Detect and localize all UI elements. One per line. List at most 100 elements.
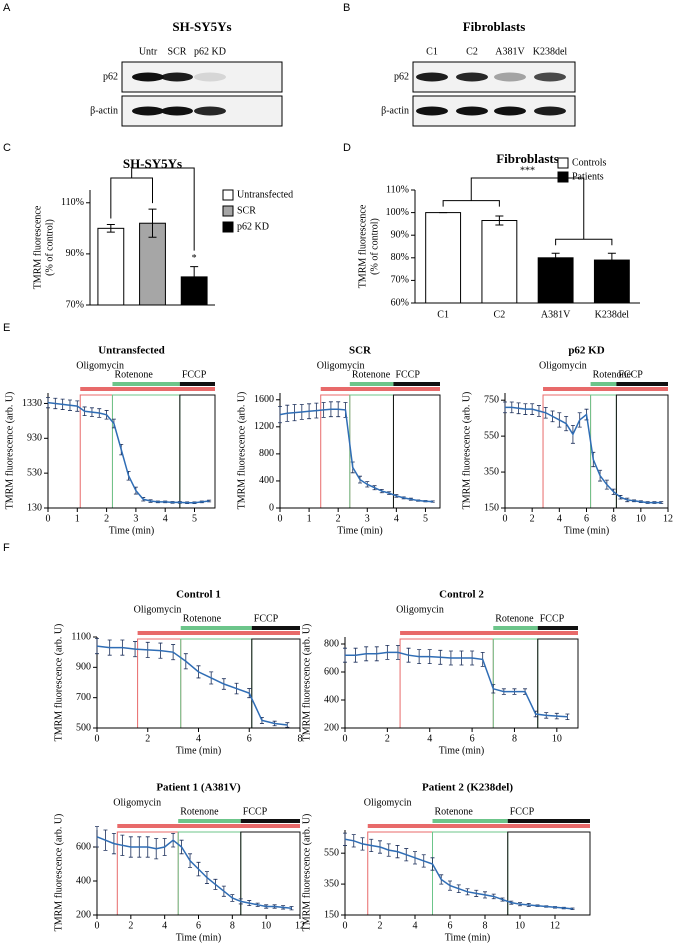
phase-bar: [507, 819, 590, 823]
chart-title: Patient 1 (A381V): [156, 782, 241, 794]
band: [416, 106, 448, 116]
x-tick-label: 4: [557, 513, 562, 524]
x-axis-label: Time (min): [109, 525, 154, 536]
row-label: β-actin: [90, 105, 118, 116]
phase-bar: [432, 819, 508, 823]
legend-swatch: [222, 205, 234, 217]
x-tick-label: 2: [378, 920, 383, 931]
x-axis-label: Time (min): [176, 932, 221, 943]
y-tick-label: 550: [484, 430, 499, 441]
phase-bar: [543, 387, 668, 391]
panel-label: C: [3, 142, 11, 154]
y-tick-label: 600: [324, 666, 339, 677]
y-axis-label: TMRM fluorescence: [32, 205, 43, 289]
blot-title: SH-SY5Ys: [172, 19, 231, 34]
x-tick-label: 8: [230, 920, 235, 931]
lane-label: A381V: [495, 46, 525, 57]
series-line: [96, 836, 292, 909]
y-tick-label: 150: [484, 502, 499, 513]
y-tick-label: 60%: [391, 297, 409, 308]
band: [161, 72, 193, 82]
x-tick-label: 2: [530, 513, 535, 524]
band: [456, 72, 488, 82]
legend-label: SCR: [237, 205, 256, 216]
x-tick-label: 8: [483, 920, 488, 931]
panel-label: E: [3, 322, 10, 334]
x-tick-label: 2: [385, 733, 390, 744]
legend-swatch: [222, 189, 234, 201]
phase-label: FCCP: [182, 369, 207, 380]
phase-bar: [251, 626, 300, 630]
x-tick-label: 4: [413, 920, 418, 931]
panel-label: D: [343, 142, 351, 154]
phase-label: Rotenone: [114, 369, 153, 380]
phase-bar: [400, 631, 578, 635]
y-tick-label: 530: [27, 467, 42, 478]
chart-title: Control 2: [439, 589, 484, 601]
phase-box: [180, 638, 253, 729]
error-bar: [190, 266, 199, 288]
phase-label: Rotenone: [180, 806, 219, 817]
series-line: [279, 408, 433, 503]
legend-label: p62 KD: [237, 221, 269, 232]
phase-bar: [180, 626, 252, 630]
blot-title: Fibroblasts: [463, 19, 526, 34]
band: [194, 72, 226, 82]
legend-swatch: [557, 171, 569, 183]
y-axis-label: TMRM fluorescence (arb. U): [301, 814, 312, 932]
band: [194, 106, 226, 116]
y-tick-label: 1330: [22, 398, 42, 409]
band: [161, 106, 193, 116]
phase-bar: [590, 382, 617, 386]
y-tick-label: 350: [484, 466, 499, 477]
phase-bar: [367, 824, 590, 828]
band: [132, 72, 164, 82]
x-axis-label: Time (min): [445, 932, 490, 943]
y-tick-label: 750: [484, 394, 499, 405]
x-tick-label: 2: [104, 513, 109, 524]
band: [494, 72, 526, 82]
bar: [425, 212, 462, 304]
phase-bar: [112, 382, 180, 386]
band: [456, 106, 488, 116]
bar: [537, 257, 574, 304]
band: [494, 106, 526, 116]
series-line: [344, 838, 573, 910]
x-tick-label: 4: [394, 513, 399, 524]
phase-label: Rotenone: [495, 613, 534, 624]
x-tick-label: 0: [343, 920, 348, 931]
significance: *: [192, 253, 197, 264]
phase-label: Oligomycin: [113, 797, 161, 808]
lane-label: C1: [426, 46, 438, 57]
y-tick-label: 200: [76, 909, 91, 920]
x-tick-label: 10: [515, 920, 525, 931]
x-tick-label: 5: [423, 513, 428, 524]
bracket: [442, 200, 500, 207]
x-tick-label: 4: [163, 513, 168, 524]
x-tick-label: 12: [295, 920, 305, 931]
phase-label: FCCP: [395, 369, 420, 380]
legend-swatch: [557, 157, 569, 169]
row-label: p62: [103, 71, 118, 82]
x-tick-label: 6: [584, 513, 589, 524]
lane-label: Untr: [139, 46, 158, 57]
y-axis-label: TMRM fluorescence (arb. U): [4, 392, 15, 510]
phase-label: Oligomycin: [539, 360, 587, 371]
phase-box: [432, 831, 509, 916]
phase-bar: [320, 387, 440, 391]
panel-label: B: [343, 2, 350, 14]
y-tick-label: 700: [76, 692, 91, 703]
phase-label: FCCP: [618, 369, 643, 380]
error-bar: [285, 722, 290, 728]
y-tick-label: 350: [324, 878, 339, 889]
chart-title: Fibroblasts: [496, 151, 559, 166]
panel-label: F: [3, 542, 10, 554]
phase-bar: [493, 626, 538, 630]
y-tick-label: 400: [76, 875, 91, 886]
x-tick-label: 2: [128, 920, 133, 931]
x-tick-label: 8: [611, 513, 616, 524]
x-tick-label: 0: [95, 733, 100, 744]
phase-box: [492, 638, 539, 729]
phase-bar: [137, 631, 300, 635]
series-line: [345, 651, 568, 718]
